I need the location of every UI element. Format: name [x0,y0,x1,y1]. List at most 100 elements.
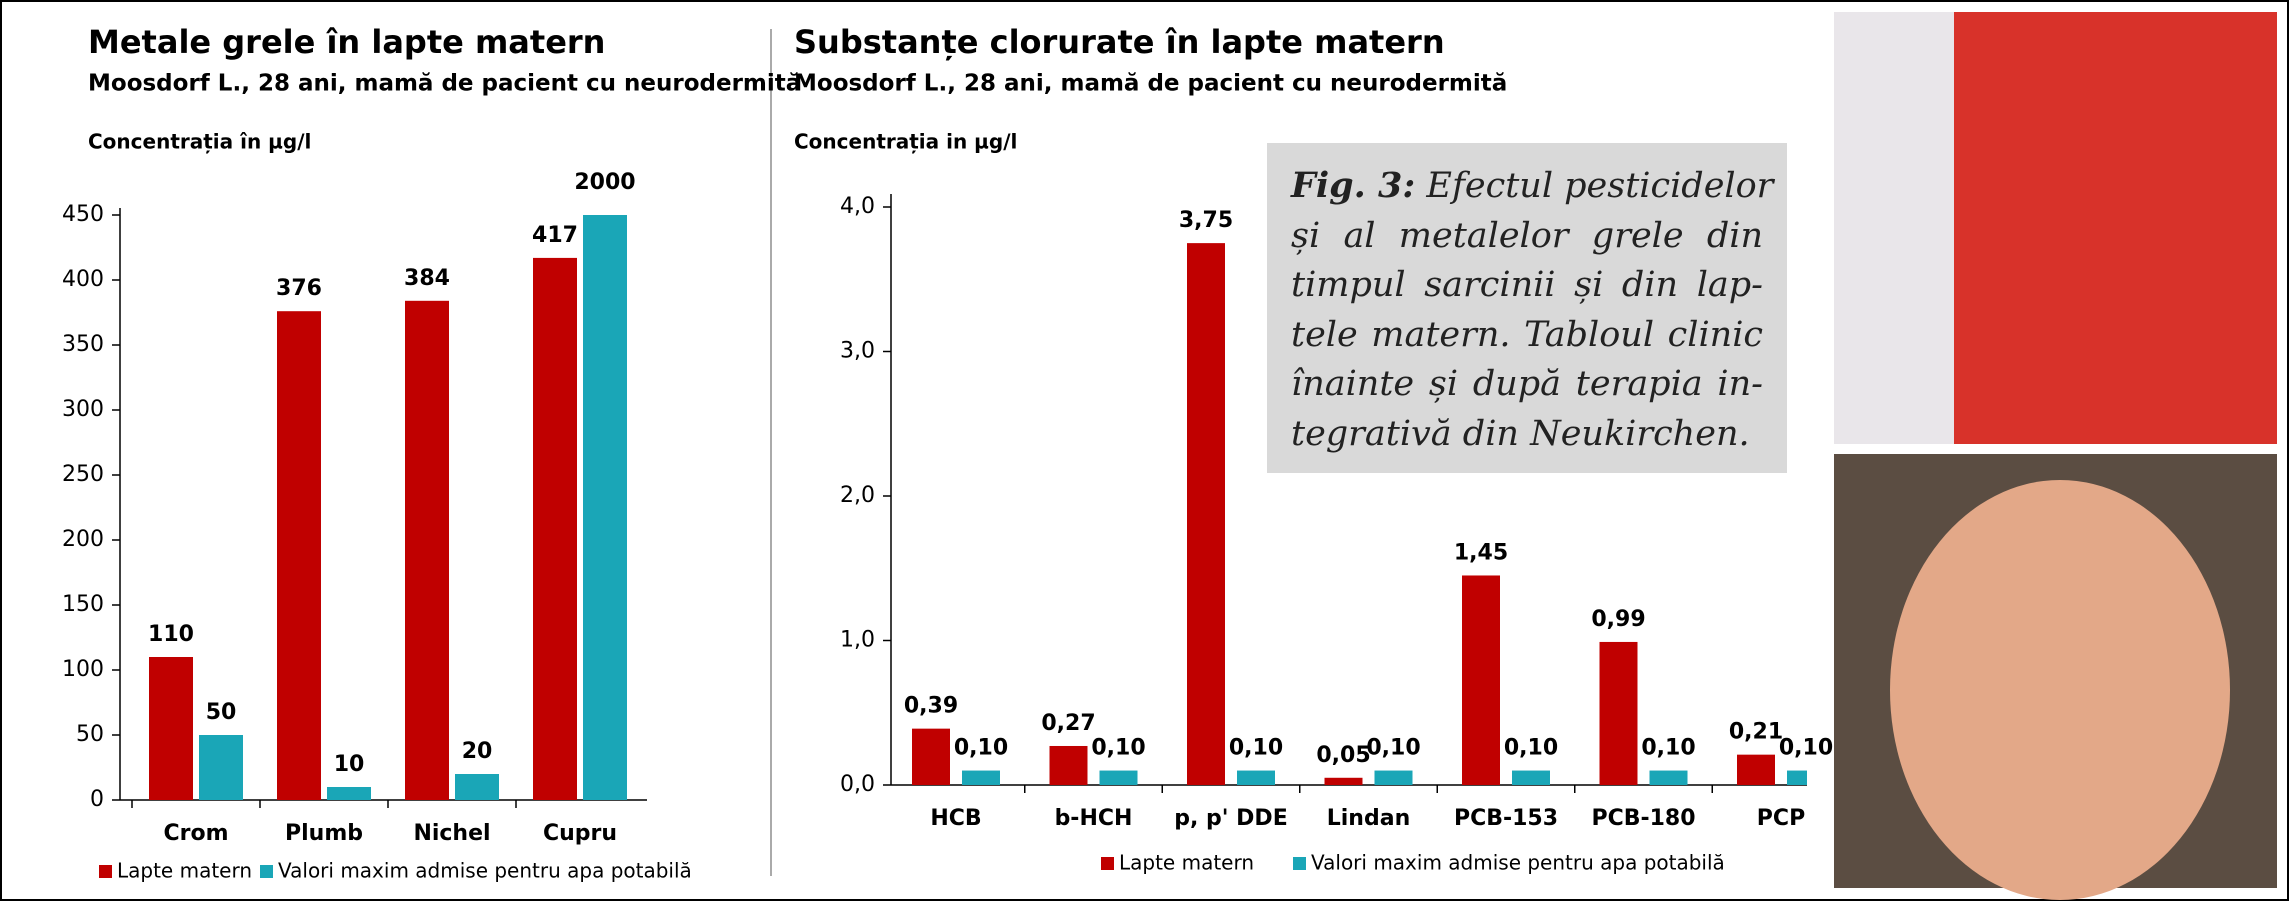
y-tick-label: 2,0 [840,483,875,508]
photo-after-face [1890,480,2230,900]
x-tick-label: Plumb [285,821,363,846]
caption-text: tegrativă din Neukirchen. [1291,413,1750,454]
value-label: 0,21 [1729,720,1783,745]
value-label: 0,10 [954,736,1008,761]
legend-label: Valori maxim admise pentru apa potabilă [1311,851,1725,875]
value-label: 2000 [574,170,635,195]
y-axis-label: Concentrația în µg/l [88,130,311,154]
value-label: 384 [404,266,450,291]
value-label: 10 [334,752,365,777]
x-tick-label: b-HCH [1055,806,1133,831]
legend-swatch [260,865,273,878]
y-tick-label: 50 [76,722,104,747]
x-tick-label: PCP [1757,806,1805,831]
value-label: 0,10 [1504,736,1558,761]
caption-line: tegrativă din Neukirchen. [1291,410,1763,460]
y-tick-label: 400 [62,267,104,292]
caption-label: Fig. 3: [1291,165,1416,206]
x-tick-label: Nichel [413,821,490,846]
legend-label: Lapte matern [117,859,252,883]
legend-swatch [99,865,112,878]
value-label: 0,10 [1641,736,1695,761]
bar [1237,770,1275,785]
bar [405,300,449,800]
y-tick-label: 300 [62,397,104,422]
chart-title: Metale grele în lapte matern [88,23,605,61]
y-tick-label: 250 [62,462,104,487]
y-tick-label: 0,0 [840,772,875,797]
y-tick-label: 450 [62,202,104,227]
x-tick-label: HCB [930,806,981,831]
y-tick-label: 1,0 [840,628,875,653]
y-tick-label: 4,0 [840,194,875,219]
value-label: 0,10 [1229,736,1283,761]
x-tick-label: PCB-153 [1454,806,1558,831]
legend-label: Valori maxim admise pentru apa potabilă [278,859,692,883]
y-tick-label: 200 [62,527,104,552]
bar [199,735,243,800]
y-tick-label: 150 [62,592,104,617]
caption-text: și al metalelor grele din [1291,215,1763,256]
x-tick-label: p, p' DDE [1174,806,1287,831]
bar [912,728,950,785]
bar [455,774,499,800]
bar [149,657,193,800]
legend-swatch [1293,857,1306,870]
bar [1512,770,1550,785]
bar [1374,770,1413,785]
caption-line: tele matern. Tabloul clinic [1291,311,1763,361]
value-label: 0,10 [1779,736,1833,761]
chart-subtitle: Moosdorf L., 28 ani, mamă de pacient cu … [88,71,801,97]
caption-line: înainte și după terapia in- [1291,360,1763,410]
caption-line: Fig. 3: Efectul pesticidelor [1291,161,1773,212]
bar [583,215,627,800]
bar [277,311,321,800]
value-label: 50 [206,700,237,725]
y-tick-label: 3,0 [840,339,875,364]
bar [327,787,371,800]
x-tick-label: Cupru [543,821,617,846]
caption-line: și al metalelor grele din [1291,212,1763,262]
value-label: 417 [532,223,578,248]
value-label: 3,75 [1179,208,1233,233]
bar [1462,575,1500,785]
value-label: 376 [276,276,322,301]
photo-before-bg [1834,12,1954,444]
legend-label: Lapte matern [1119,851,1254,875]
bar [1099,770,1138,785]
y-tick-label: 0 [90,787,104,812]
bar [1187,243,1225,785]
caption-text: timpul sarcinii și din lap- [1291,265,1763,305]
bars [149,215,627,800]
value-label: 1,45 [1454,540,1508,565]
value-label: 0,05 [1316,743,1370,768]
bar [1737,754,1775,785]
bar [962,770,1000,785]
caption-line: timpul sarcinii și din lap- [1291,261,1763,311]
value-label: 110 [148,622,194,647]
caption-text: înainte și după terapia in- [1291,364,1763,404]
value-label: 20 [462,739,493,764]
bar [1787,770,1807,785]
value-label: 0,27 [1041,711,1095,736]
bar [1324,777,1363,785]
caption-text: tele matern. Tabloul clinic [1291,314,1763,355]
x-tick-label: Crom [163,821,228,846]
x-tick-label: PCB-180 [1591,806,1695,831]
y-tick-label: 100 [62,657,104,682]
value-label: 0,99 [1591,607,1645,632]
y-axis-label: Concentrația in µg/l [794,130,1017,154]
legend-swatch [1101,857,1114,870]
bar [1649,770,1688,785]
chart-subtitle: Moosdorf L., 28 ani, mamă de pacient cu … [794,71,1507,97]
bars [912,243,1807,785]
chart-title: Substanțe clorurate în lapte matern [794,23,1445,61]
x-tick-label: Lindan [1327,806,1410,831]
value-label: 0,10 [1366,736,1420,761]
caption: Fig. 3: Efectul pesticidelor și al metale… [1267,143,1787,473]
value-label: 0,39 [904,694,958,719]
bar [533,257,577,800]
